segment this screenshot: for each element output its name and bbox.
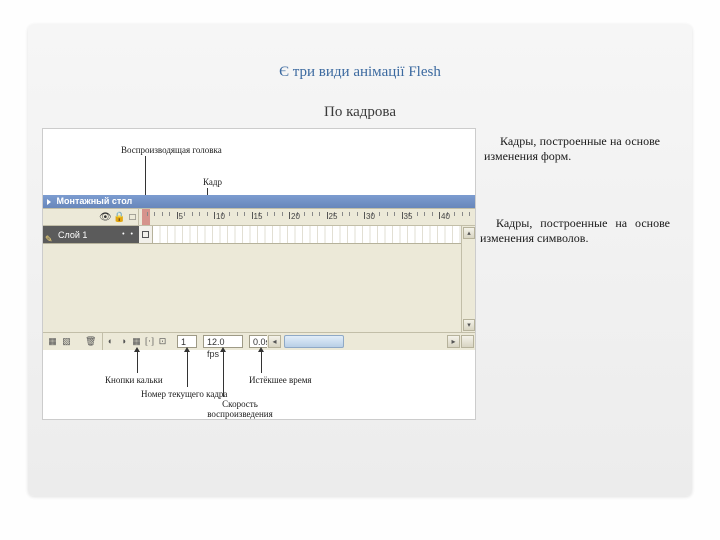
timeline-toolbar: 👁 🔒 □ 51015202530354045505560 — [43, 208, 475, 226]
body-paragraph-1: Кадры, построенные на основе изменения ф… — [484, 134, 660, 165]
callout-current-frame: Номер текущего кадра — [141, 389, 227, 399]
callout-playhead: Воспроизводящая головка — [121, 145, 222, 155]
arrow-icon — [187, 351, 188, 387]
layer-dots-icon: • • — [122, 226, 135, 244]
edit-multiple-icon[interactable]: ▦ — [131, 336, 142, 347]
scroll-corner — [461, 335, 474, 348]
flash-timeline-screenshot: Воспроизводящая головка Кадр Монтажный с… — [42, 128, 476, 420]
outline-square-icon — [142, 231, 149, 238]
onion-icon[interactable]: ◐ — [105, 336, 116, 347]
layer-name: Слой 1 — [58, 226, 87, 244]
vertical-scrollbar[interactable]: ▴ ▾ — [461, 226, 475, 332]
scroll-right-button[interactable]: ▸ — [447, 335, 460, 348]
lock-icon[interactable]: 🔒 — [113, 212, 124, 223]
horizontal-scrollbar[interactable]: ◂ ▸ — [267, 333, 461, 350]
delete-layer-icon[interactable]: 🗑 — [85, 336, 96, 347]
scroll-down-button[interactable]: ▾ — [463, 319, 475, 331]
onion-markers-icon[interactable]: [·] — [144, 336, 155, 347]
layer-label-area[interactable]: ✎ Слой 1 • • — [43, 226, 139, 243]
arrow-icon — [137, 351, 138, 373]
center-frame-icon[interactable]: ⊡ — [157, 336, 168, 347]
eye-icon[interactable]: 👁 — [99, 212, 110, 223]
outline-icon[interactable]: □ — [127, 212, 138, 223]
montage-header-label: Монтажный стол — [57, 196, 133, 206]
layer-row[interactable]: ✎ Слой 1 • • — [43, 226, 475, 244]
layer-frames[interactable] — [153, 226, 475, 243]
onion-outline-icon[interactable]: ◑ — [118, 336, 129, 347]
scroll-up-button[interactable]: ▴ — [463, 227, 475, 239]
montage-header: Монтажный стол — [43, 195, 475, 208]
callout-frame: Кадр — [203, 177, 222, 187]
layer-controls-area: 👁 🔒 □ — [43, 209, 139, 225]
body-paragraph-2: Кадры, построенные на основе изменения с… — [480, 216, 670, 247]
ruler-ticks: 51015202530354045505560 — [139, 209, 475, 225]
slide: Є три види анімації Flesh По кадрова Вос… — [28, 24, 692, 496]
scroll-thumb[interactable] — [284, 335, 344, 348]
triangle-icon — [47, 199, 51, 205]
frame-ruler[interactable]: 51015202530354045505560 — [139, 209, 475, 225]
callout-fps: Скорость воспроизведения — [195, 399, 285, 419]
layer-outline-cell[interactable] — [139, 226, 153, 243]
arrow-icon — [261, 351, 262, 373]
callout-elapsed: Истёкшее время — [249, 375, 312, 385]
scroll-left-button[interactable]: ◂ — [268, 335, 281, 348]
layer-ops-area: ▦ ▧ 🗑 — [43, 333, 103, 350]
arrow-icon — [223, 351, 224, 397]
slide-title: Є три види анімації Flesh — [28, 64, 692, 81]
slide-subtitle: По кадрова — [28, 104, 692, 121]
pencil-icon: ✎ — [45, 230, 55, 240]
add-folder-icon[interactable]: ▧ — [61, 336, 72, 347]
add-layer-icon[interactable]: ▦ — [47, 336, 58, 347]
empty-timeline-area — [43, 244, 475, 332]
callout-onion: Кнопки кальки — [105, 375, 163, 385]
